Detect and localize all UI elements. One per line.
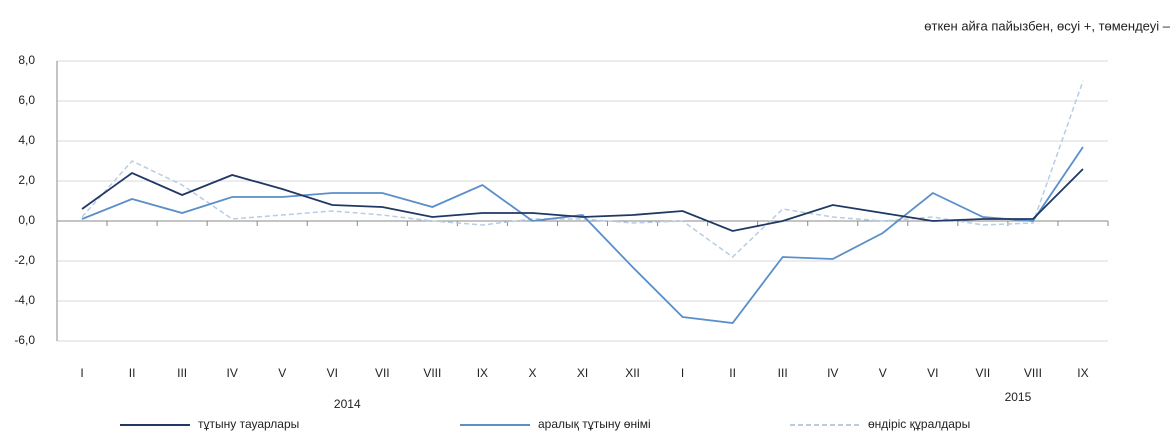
x-tick-label: III bbox=[177, 366, 187, 380]
y-tick-label: -6,0 bbox=[14, 333, 35, 347]
legend-label: тұтыну тауарлары bbox=[198, 417, 299, 431]
year-label: 2014 bbox=[334, 397, 361, 411]
x-tick-label: I bbox=[681, 366, 684, 380]
x-tick-label: VII bbox=[976, 366, 991, 380]
x-tick-label: VIII bbox=[1024, 366, 1042, 380]
x-tick-label: VI bbox=[927, 366, 938, 380]
x-tick-label: III bbox=[778, 366, 788, 380]
x-tick-label: I bbox=[80, 366, 83, 380]
x-tick-label: IX bbox=[1077, 366, 1088, 380]
y-tick-label: 2,0 bbox=[18, 173, 35, 187]
chart-subtitle: өткен айға пайызбен, өсуі +, төмендеуі – bbox=[924, 18, 1170, 33]
y-tick-label: 4,0 bbox=[18, 133, 35, 147]
x-tick-label: IX bbox=[477, 366, 488, 380]
x-tick-label: IV bbox=[827, 366, 838, 380]
series-line bbox=[81, 146, 1084, 324]
y-tick-label: 6,0 bbox=[18, 93, 35, 107]
x-tick-label: X bbox=[528, 366, 536, 380]
year-label: 2015 bbox=[1005, 390, 1032, 404]
x-tick-label: VIII bbox=[423, 366, 441, 380]
legend-label: аралық тұтыну өнімі bbox=[538, 417, 651, 431]
y-tick-label: 8,0 bbox=[18, 53, 35, 67]
x-tick-label: XI bbox=[577, 366, 588, 380]
y-tick-label: 0,0 bbox=[18, 213, 35, 227]
legend-label: өндіріс құралдары bbox=[868, 417, 970, 431]
x-tick-label: IV bbox=[226, 366, 237, 380]
x-tick-label: V bbox=[278, 366, 286, 380]
x-tick-label: II bbox=[129, 366, 136, 380]
x-tick-label: VI bbox=[327, 366, 338, 380]
x-tick-label: VII bbox=[375, 366, 390, 380]
y-tick-label: -2,0 bbox=[14, 253, 35, 267]
series-line bbox=[81, 80, 1084, 258]
x-tick-label: XII bbox=[625, 366, 640, 380]
y-tick-label: -4,0 bbox=[14, 293, 35, 307]
x-tick-label: V bbox=[879, 366, 887, 380]
x-tick-label: II bbox=[729, 366, 736, 380]
series-line bbox=[81, 168, 1084, 232]
